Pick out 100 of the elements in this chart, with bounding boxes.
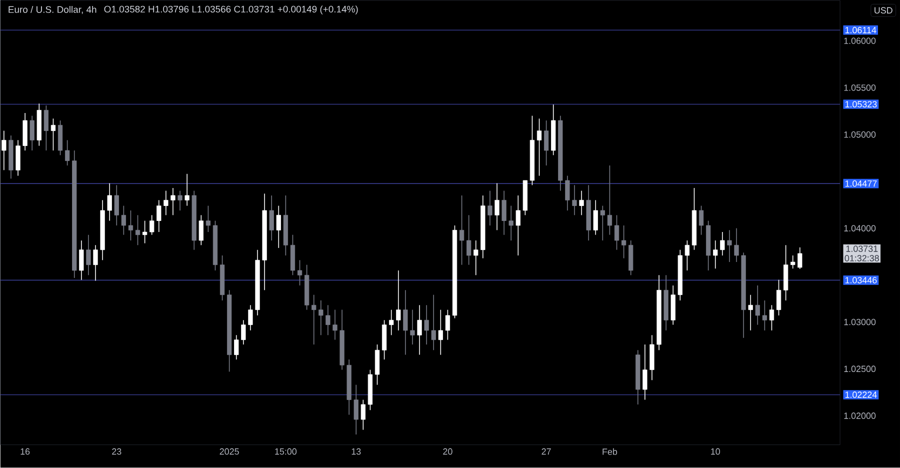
y-tick-label: 1.02500 [844,366,876,372]
candlestick [248,304,253,331]
text: 1.03731 [846,246,878,252]
x-tick-label: 20 [443,448,452,455]
candlestick [593,200,598,236]
ref-line-label: 1.05323 [845,101,877,108]
candlestick [607,165,612,236]
y-tick-label: 1.04000 [844,225,876,232]
x-tick-label: 16 [20,448,30,455]
candlestick [734,228,739,263]
candlestick [727,230,732,263]
candlestick [403,290,408,356]
candlestick [494,182,500,231]
candlestick [170,188,176,216]
candlestick [107,182,112,222]
candlestick [769,304,774,331]
candlestick [424,304,429,346]
candlestick [720,232,725,256]
candlestick [431,294,436,351]
x-tick-label: 27 [542,448,551,455]
candlestick [516,195,520,256]
candlestick [698,205,704,236]
text: Euro / U.S. Dollar, 4h [8,6,96,14]
x-tick-label: 10 [711,448,720,455]
text: O1.03582 H1.03796 L1.03566 C1.03731 +0.00149 (+0.14%) [104,6,358,14]
candlestick [684,240,690,271]
candlestick [50,118,56,151]
candlestick [121,205,126,236]
x-tick-label: Feb [602,448,618,456]
candlestick [417,304,422,356]
candlestick [755,285,760,326]
candlestick [502,190,506,236]
candlestick [579,190,584,216]
candlestick [459,195,464,266]
candlestick [269,195,274,241]
candlestick [508,205,514,241]
candlestick [572,184,577,216]
text: 01:32:38 [844,255,879,262]
candlestick [389,310,394,336]
candlestick [241,320,246,346]
y-tick-label: 1.03000 [844,318,876,326]
candlestick [297,260,302,286]
candlestick [360,400,366,430]
candlestick [762,300,767,331]
candlestick [86,234,91,276]
candlestick [396,270,401,331]
candlestick [790,255,796,270]
candlestick [184,174,190,206]
candlestick [135,214,140,246]
candlestick [600,205,605,241]
candlestick [206,205,211,233]
ref-line-label: 1.04477 [845,180,877,187]
candlestick [44,105,49,151]
candlestick [748,294,753,331]
candlestick [474,240,478,276]
candlestick [488,190,492,226]
candlestick [312,294,316,346]
candlestick [565,175,570,211]
candlestick [234,334,239,360]
candlestick [332,310,338,340]
y-tick-label: 1.05000 [844,131,876,138]
candlestick [30,115,34,151]
y-tick-label: 1.02000 [844,412,876,420]
candlestick [614,214,620,250]
x-tick-label: 13 [352,448,361,455]
candlestick [438,310,443,356]
candlestick [776,280,782,316]
candlestick [114,184,119,226]
candlestick [798,247,802,270]
candlestick [466,214,472,266]
candlestick [150,214,154,236]
candlestick [156,200,162,233]
candlestick [544,120,549,166]
candlestick [642,344,648,400]
candlestick [2,130,6,171]
candlestick [93,244,98,282]
candlestick [79,240,84,280]
x-tick-label: 23 [112,448,122,455]
candlestick [536,118,542,176]
candlestick [326,304,330,336]
ref-line-label: 1.03446 [845,277,877,284]
y-tick-label: 1.06000 [844,38,876,44]
y-tick-label: 1.05500 [844,84,876,91]
ref-line-label: 1.02224 [845,392,877,398]
x-tick-label: 15:00 [275,448,297,455]
candlestick [178,190,182,211]
candlestick [621,225,626,259]
text: USD [874,7,892,14]
candlestick [410,310,415,346]
candlestick [142,220,148,244]
candlestick [198,214,204,246]
candlestick [354,384,358,435]
candlestick [318,300,324,336]
candlestick [713,240,718,270]
candlestick [276,205,281,248]
x-tick-label: 2025 [220,448,239,455]
ref-line-label: 1.06114 [845,27,876,34]
candlestick [65,140,70,166]
candlestick [164,190,168,216]
candlestick [445,310,450,340]
